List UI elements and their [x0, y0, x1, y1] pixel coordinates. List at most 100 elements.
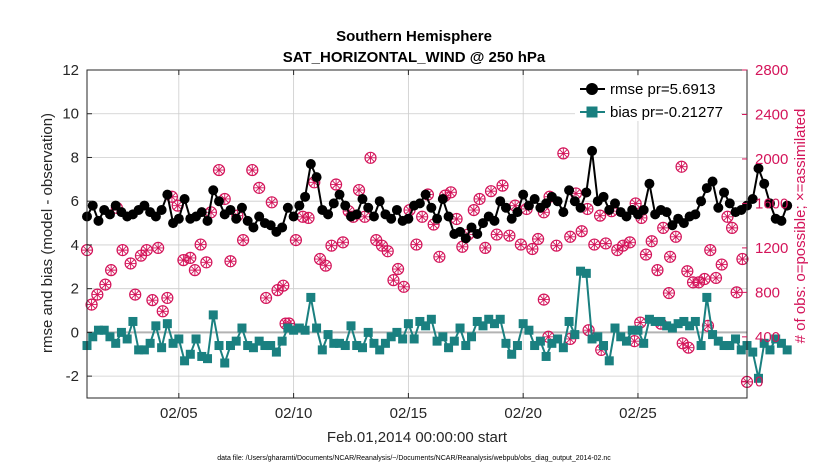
- obs-possible-marker: [479, 241, 492, 254]
- obs-possible-marker: [725, 221, 739, 234]
- rmse-point: [466, 222, 477, 233]
- obs-possible-marker: [444, 186, 457, 199]
- y-left-tick-label: 8: [71, 149, 79, 166]
- bias-point: [518, 319, 528, 329]
- bias-point: [111, 338, 121, 348]
- bias-point: [329, 338, 339, 348]
- rmse-point: [196, 207, 207, 218]
- obs-assimilated-marker: [337, 237, 348, 248]
- rmse-point: [661, 207, 672, 218]
- obs-assimilated-marker: [92, 289, 103, 300]
- bias-point: [449, 336, 459, 346]
- obs-assimilated-marker: [682, 266, 693, 277]
- bias-point: [139, 345, 149, 355]
- obs-possible-marker: [645, 235, 658, 248]
- obs-possible-marker: [124, 257, 137, 270]
- obs-possible-marker: [319, 259, 332, 272]
- obs-assimilated-marker: [326, 240, 337, 251]
- y-axis-right-label: # of obs: o=possible; ×=assimilated: [792, 109, 809, 344]
- bias-point: [380, 338, 390, 348]
- obs-possible-marker: [105, 264, 118, 277]
- obs-assimilated-marker: [705, 245, 716, 256]
- obs-assimilated-marker: [646, 236, 657, 247]
- rmse-point: [678, 218, 689, 229]
- obs-assimilated-marker: [538, 207, 549, 218]
- obs-assimilated-marker: [527, 244, 538, 255]
- obs-possible-marker: [325, 239, 338, 252]
- obs-assimilated-marker: [272, 285, 283, 296]
- rmse-point: [311, 172, 322, 183]
- obs-possible-marker: [364, 151, 377, 164]
- bias-point: [507, 349, 517, 359]
- rmse-point: [455, 226, 466, 237]
- bias-point: [530, 341, 540, 351]
- obs-assimilated-marker: [491, 229, 502, 240]
- bias-point: [335, 338, 345, 348]
- obs-assimilated-marker: [515, 239, 526, 250]
- obs-assimilated-marker: [683, 342, 694, 353]
- rmse-point: [374, 196, 385, 207]
- y-left-tick-label: 12: [62, 62, 79, 79]
- bias-point: [340, 341, 350, 351]
- obs-assimilated-marker: [428, 219, 439, 230]
- rmse-point: [363, 202, 374, 213]
- obs-assimilated-marker: [359, 211, 370, 222]
- bias-point: [438, 332, 448, 342]
- obs-assimilated-marker: [570, 188, 581, 199]
- obs-assimilated-marker: [670, 231, 681, 242]
- obs-possible-marker: [397, 280, 410, 293]
- rmse-point: [110, 200, 121, 211]
- obs-assimilated-marker: [411, 239, 422, 250]
- obs-assimilated-marker: [640, 249, 651, 260]
- y-left-tick-label: 10: [62, 106, 79, 123]
- bias-point: [455, 323, 465, 333]
- obs-assimilated-marker: [393, 264, 404, 275]
- obs-assimilated-marker: [178, 255, 189, 266]
- rmse-point: [139, 200, 150, 211]
- obs-assimilated-marker: [600, 238, 611, 249]
- bias-point: [736, 345, 746, 355]
- obs-possible-marker: [599, 237, 612, 250]
- obs-assimilated-marker: [354, 185, 365, 196]
- obs-possible-marker: [265, 196, 278, 209]
- rmse-point: [432, 213, 443, 224]
- obs-assimilated-marker: [214, 165, 224, 176]
- legend-bias-marker: [586, 106, 598, 118]
- obs-assimilated-marker: [658, 222, 669, 233]
- rmse-point: [489, 215, 500, 226]
- bias-point: [289, 325, 299, 335]
- obs-assimilated-marker: [135, 250, 146, 261]
- obs-assimilated-marker: [711, 272, 722, 283]
- obs-assimilated-marker: [589, 239, 600, 250]
- obs-assimilated-marker: [630, 198, 641, 209]
- bias-point: [604, 356, 614, 366]
- bias-point: [644, 314, 654, 324]
- obs-possible-marker: [715, 258, 728, 271]
- obs-assimilated-marker: [166, 191, 177, 202]
- obs-assimilated-marker: [445, 187, 456, 198]
- bias-point: [673, 319, 683, 329]
- rmse-point: [604, 204, 615, 215]
- obs-assimilated-marker: [225, 256, 236, 267]
- obs-assimilated-marker: [185, 252, 196, 263]
- rmse-point: [104, 209, 115, 220]
- rmse-point: [357, 194, 368, 205]
- obs-possible-marker: [416, 210, 429, 223]
- bias-point: [225, 341, 235, 351]
- bias-point: [731, 334, 741, 344]
- rmse-point: [587, 145, 598, 156]
- bias-point: [627, 325, 637, 335]
- obs-possible-marker: [575, 225, 588, 238]
- bias-point: [300, 325, 310, 335]
- bias-point: [421, 321, 431, 331]
- rmse-point: [254, 211, 265, 222]
- bias-point: [765, 345, 775, 355]
- obs-possible-marker: [704, 244, 717, 257]
- rmse-point: [208, 185, 219, 196]
- obs-assimilated-marker: [371, 235, 382, 246]
- bias-point: [409, 334, 419, 344]
- rmse-point: [225, 204, 236, 215]
- bias-point: [352, 341, 362, 351]
- obs-possible-marker: [593, 209, 607, 222]
- bias-point: [616, 332, 626, 342]
